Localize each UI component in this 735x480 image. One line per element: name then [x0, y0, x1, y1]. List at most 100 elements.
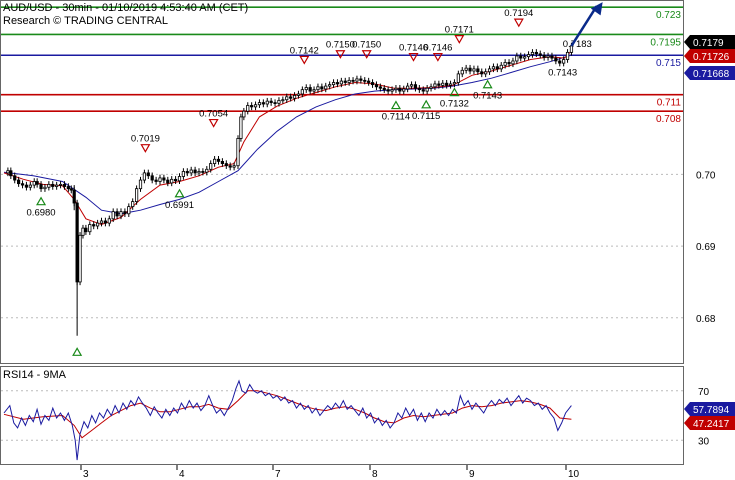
candle-body — [66, 186, 70, 190]
candle-body — [499, 64, 503, 70]
level-layer: 0.723 0.7195 0.715 0.711 0.708 — [1, 6, 683, 125]
candle-body — [546, 55, 550, 58]
candle-body — [413, 84, 418, 89]
price-tag-text: 0.71668 — [693, 69, 730, 80]
candle-body — [209, 163, 213, 170]
grid-layer — [1, 173, 683, 441]
candle-body — [292, 95, 297, 99]
rsi-value-tag-text: 57.7894 — [693, 405, 730, 416]
rsi-panel-label: RSI14 - 9MA — [3, 369, 67, 381]
candle-body — [331, 82, 336, 86]
candle-body — [374, 84, 379, 88]
candle-body — [542, 54, 546, 58]
rsi-value-tag-text: 47.2417 — [693, 419, 730, 430]
high-value-label: 0.7194 — [504, 8, 533, 19]
low-value-label: 0.6991 — [165, 200, 194, 211]
high-value-label: 0.7150 — [326, 40, 355, 51]
candle-body — [289, 96, 293, 99]
low-value-label: 0.7115 — [412, 111, 440, 122]
candle-body — [232, 165, 236, 168]
down-triangle-marker — [208, 118, 219, 128]
price-tag-box — [684, 35, 735, 49]
candle-body — [565, 51, 570, 60]
candle-body — [107, 218, 111, 224]
candle-body — [495, 66, 499, 70]
candle-body — [328, 84, 332, 87]
candle-body — [367, 80, 371, 83]
candle-body — [265, 100, 269, 105]
level-label-resistance: 0.7195 — [650, 37, 681, 48]
candle-body — [487, 68, 492, 73]
candle-body — [507, 62, 511, 65]
candle-body — [425, 87, 429, 92]
candle-body — [201, 171, 205, 173]
candle-body — [69, 188, 73, 191]
candle-body — [562, 59, 566, 64]
candle-body — [554, 57, 558, 62]
candle-body — [146, 172, 150, 177]
high-value-label: 0.7150 — [352, 40, 381, 51]
candle-body — [212, 158, 217, 164]
level-label-support: 0.711 — [657, 98, 682, 109]
candle-body — [51, 183, 55, 187]
high-value-label: 0.7171 — [445, 25, 474, 36]
rsi-panel-frame — [0, 366, 684, 465]
candle-body — [480, 71, 484, 75]
price-tag-text: 0.71726 — [693, 52, 730, 63]
up-triangle-marker — [72, 347, 83, 356]
candle-body — [173, 178, 178, 182]
candle-body — [162, 177, 166, 181]
candle-layer — [6, 42, 574, 336]
x-tick-label: 3 — [83, 469, 89, 480]
low-value-label: 0.7132 — [440, 99, 469, 110]
up-triangle-marker — [390, 100, 401, 110]
candle-body — [269, 100, 273, 103]
price-tag-box — [684, 66, 735, 80]
candle-body — [343, 80, 347, 83]
candle-body — [111, 211, 115, 220]
rsi-line — [3, 379, 572, 461]
candle-body — [460, 69, 464, 75]
candle-body — [285, 96, 289, 101]
candle-body — [84, 227, 88, 233]
candle-body — [359, 78, 363, 81]
candle-body — [320, 86, 324, 90]
candle-body — [205, 168, 209, 173]
candle-body — [47, 183, 51, 188]
low-value-label: 0.7143 — [473, 91, 502, 102]
candle-body — [421, 89, 425, 92]
annotation-layer: 0.69800.70190.69910.70540.71420.71500.71… — [27, 2, 603, 356]
price-y-tick-label: 0.69 — [696, 242, 716, 253]
candle-body — [253, 104, 258, 108]
high-value-label: 0.7146 — [423, 43, 452, 54]
candle-body — [9, 170, 13, 177]
candle-body — [99, 220, 104, 224]
candle-body — [185, 171, 189, 174]
candle-body — [339, 80, 343, 85]
candle-body — [189, 169, 193, 174]
candle-body — [43, 186, 47, 190]
candle-body — [519, 55, 523, 59]
axis-layer: 0.68 0.69 0.70 30 70 3 4 7 8 9 10 — [80, 170, 716, 480]
candle-body — [296, 93, 301, 96]
candle-body — [523, 56, 527, 59]
candle-body — [394, 87, 398, 91]
candle-body — [472, 68, 476, 72]
price-tag-box — [684, 49, 735, 63]
level-label-pivot: 0.715 — [656, 58, 681, 69]
candle-body — [390, 89, 394, 92]
candle-body — [75, 202, 79, 283]
candle-body — [281, 99, 285, 102]
price-panel-frame — [0, 0, 684, 364]
candle-body — [88, 224, 92, 233]
candle-body — [351, 79, 355, 82]
candle-body — [154, 179, 158, 182]
candle-body — [103, 220, 107, 224]
candle-body — [78, 234, 82, 283]
candle-body — [39, 183, 43, 190]
down-triangle-marker — [513, 18, 524, 28]
candle-body — [127, 206, 131, 215]
candle-body — [32, 181, 36, 186]
candle-body — [58, 183, 63, 186]
